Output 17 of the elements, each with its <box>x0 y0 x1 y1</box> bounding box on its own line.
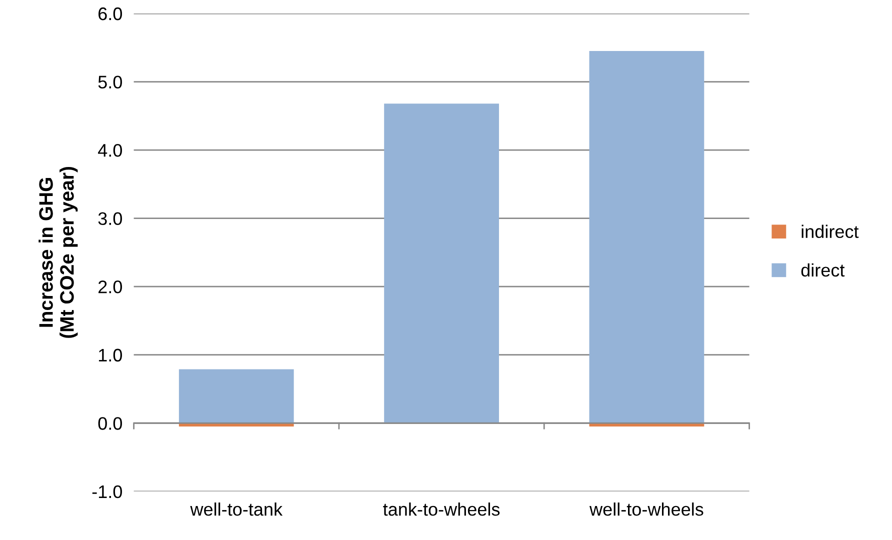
x-tick-label: well-to-wheels <box>589 502 704 516</box>
legend-label: indirect <box>802 224 859 238</box>
legend-label: direct <box>801 263 845 277</box>
y-tick-label: 1.0 <box>98 348 122 362</box>
y-tick-label: 2.0 <box>98 280 122 294</box>
x-tick-label: tank-to-wheels <box>383 502 500 516</box>
y-tick-label: 3.0 <box>98 212 122 226</box>
bar <box>178 369 294 424</box>
bar <box>384 104 499 424</box>
y-axis-title: Increase in GHG (Mt CO2e per year) <box>38 166 78 338</box>
bar <box>589 51 704 424</box>
y-tick-label: -1.0 <box>92 485 122 498</box>
y-tick-label: 6.0 <box>98 7 122 20</box>
y-tick-label: 5.0 <box>98 76 122 88</box>
y-tick-label: 0.0 <box>98 417 122 430</box>
y-tick-label: 4.0 <box>98 144 122 157</box>
x-tick-label: well-to-tank <box>190 502 283 516</box>
